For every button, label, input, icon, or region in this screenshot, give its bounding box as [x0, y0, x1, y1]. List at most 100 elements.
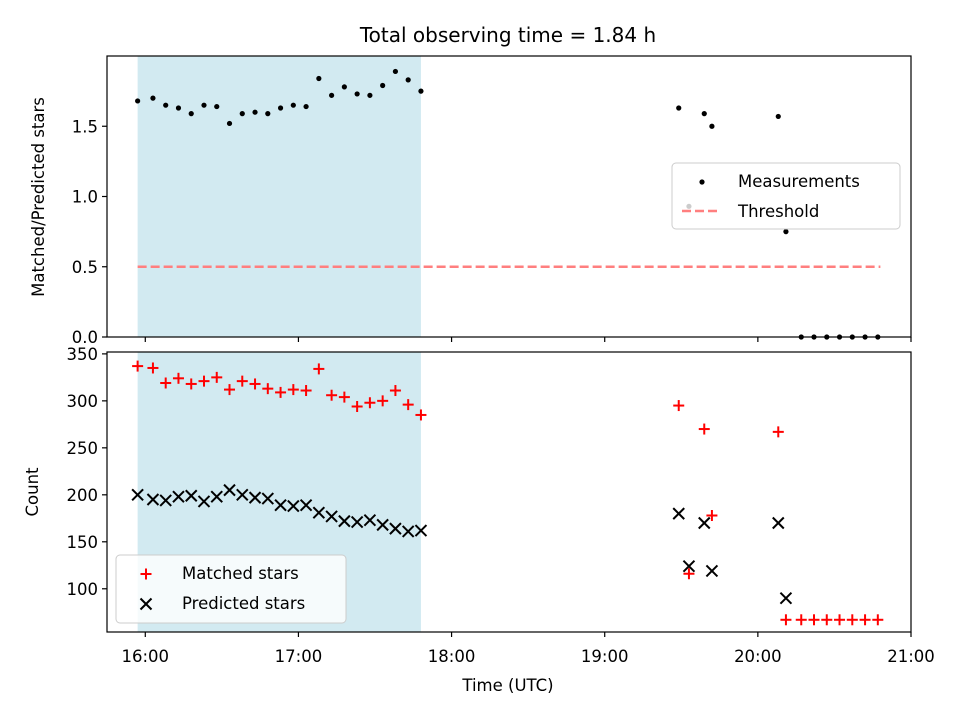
matched-star-point — [834, 614, 846, 626]
measurement-point — [135, 98, 141, 104]
top-observing-span — [137, 56, 421, 337]
top-y-tick-label: 0.5 — [72, 258, 98, 277]
top-y-tick-label: 0.0 — [72, 328, 98, 347]
matched-star-point — [313, 363, 325, 375]
predicted-star-point — [146, 493, 160, 506]
measurement-point — [175, 105, 182, 111]
matched-star-point — [185, 378, 197, 390]
predicted-star-point — [389, 522, 402, 535]
bottom-legend-box — [115, 554, 347, 624]
bottom-axes-frame — [106, 351, 912, 633]
bottom-y-tick-label: 150 — [67, 533, 99, 552]
matched-star-point — [821, 614, 833, 626]
matched-star-point — [673, 400, 685, 412]
x-tick-label: 20:00 — [734, 647, 782, 666]
predicted-star-point — [338, 514, 351, 528]
bottom-y-tick-label: 200 — [67, 486, 99, 505]
predicted-star-point — [299, 498, 313, 512]
top-legend: Measurements Threshold — [671, 162, 901, 230]
predicted-star-point — [274, 498, 287, 512]
legend-predicted-label: Predicted stars — [182, 594, 305, 613]
bottom-y-tick-label: 350 — [67, 345, 99, 364]
legend-matched-marker — [140, 568, 152, 580]
measurement-point — [775, 113, 781, 120]
predicted-star-point — [376, 518, 389, 532]
legend-predicted-marker — [139, 597, 153, 611]
predicted-star-point — [312, 506, 326, 519]
measurement-point — [239, 111, 245, 117]
measurement-point — [405, 77, 411, 83]
predicted-star-point — [363, 513, 377, 527]
x-tick-label: 21:00 — [887, 647, 935, 666]
predicted-star-point — [185, 489, 198, 502]
matched-star-point — [326, 389, 338, 401]
measurement-point — [329, 92, 335, 98]
matched-star-point — [300, 385, 312, 397]
predicted-star-point — [682, 560, 696, 573]
measurement-point — [709, 123, 715, 129]
measurement-point — [290, 102, 296, 108]
measurement-point — [214, 103, 220, 110]
matched-star-point — [698, 423, 710, 435]
x-tick-label: 16:00 — [122, 647, 170, 666]
matched-star-point — [262, 383, 274, 395]
matched-star-point — [846, 614, 858, 626]
legend-matched-label: Matched stars — [182, 564, 299, 583]
matched-star-point — [772, 426, 784, 438]
matched-star-point — [224, 384, 236, 396]
measurement-point — [188, 111, 194, 117]
measurement-point — [701, 111, 707, 117]
predicted-star-point — [248, 491, 262, 504]
matched-star-point — [198, 375, 210, 387]
legend-threshold-label: Threshold — [737, 202, 819, 221]
measurement-point — [783, 229, 789, 235]
top-legend-box — [671, 162, 901, 230]
bottom-y-axis-label: Count — [23, 467, 42, 517]
predicted-star-point — [223, 483, 236, 497]
measurement-point — [354, 91, 360, 97]
legend-measurements-label: Measurements — [738, 172, 860, 191]
predicted-star-point — [401, 525, 415, 538]
predicted-star-point — [672, 507, 685, 520]
measurement-point — [367, 92, 373, 98]
measurement-point — [226, 120, 233, 127]
measurement-point — [341, 84, 347, 90]
predicted-star-point — [159, 494, 172, 507]
measurement-point — [252, 109, 258, 115]
matched-star-point — [249, 378, 261, 390]
bottom-y-tick-label: 100 — [67, 580, 99, 599]
legend-measurement-marker — [699, 179, 705, 185]
matched-star-point — [287, 384, 299, 396]
matched-star-point — [364, 397, 376, 409]
measurement-point — [163, 102, 169, 108]
measurement-point — [316, 75, 322, 82]
figure-title: Total observing time = 1.84 h — [359, 23, 656, 47]
matched-star-point — [389, 385, 401, 397]
measurement-point — [392, 68, 399, 75]
predicted-star-point — [210, 490, 223, 503]
predicted-star-point — [287, 499, 300, 513]
matched-star-point — [377, 395, 389, 407]
bottom-legend: Matched stars Predicted stars — [115, 554, 347, 624]
x-tick-label: 17:00 — [275, 647, 323, 666]
matched-star-point — [275, 386, 287, 398]
ratio-panel: 0.0 0.5 1.0 1.5 Measurements Threshold — [72, 55, 912, 347]
matched-star-point — [795, 614, 807, 626]
x-tick-label: 19:00 — [581, 647, 629, 666]
predicted-star-point — [779, 591, 793, 605]
matched-star-point — [872, 614, 884, 626]
matched-star-point — [415, 409, 427, 421]
top-y-tick-label: 1.0 — [72, 188, 98, 207]
measurement-point — [265, 111, 271, 117]
predicted-star-point — [705, 564, 719, 578]
predicted-star-point — [236, 488, 249, 502]
matched-star-point — [172, 372, 184, 384]
matched-star-point — [132, 360, 144, 372]
predicted-star-point — [698, 516, 711, 530]
matched-star-point — [780, 614, 792, 626]
measurement-point — [303, 103, 309, 110]
measurement-point — [201, 102, 207, 108]
matched-star-point — [683, 568, 695, 580]
measurement-point — [380, 82, 386, 89]
matched-star-point — [160, 377, 172, 389]
